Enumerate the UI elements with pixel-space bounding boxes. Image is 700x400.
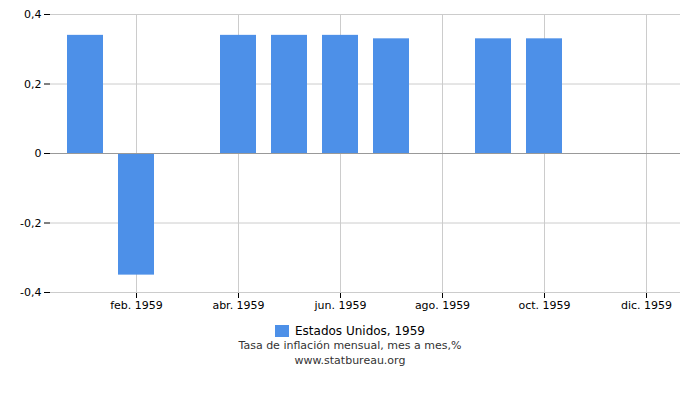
svg-text:oct. 1959: oct. 1959 bbox=[518, 299, 570, 312]
html-text:Estados Unidos, 1959: Estados Unidos, 1959 bbox=[295, 324, 425, 338]
svg-text:feb. 1959: feb. 1959 bbox=[110, 299, 163, 312]
svg-text:-0,4: -0,4 bbox=[20, 286, 41, 299]
svg-text:ago. 1959: ago. 1959 bbox=[415, 299, 470, 312]
svg-text:dic. 1959: dic. 1959 bbox=[621, 299, 672, 312]
html-text:www.statbureau.org: www.statbureau.org bbox=[294, 354, 406, 367]
svg-text:-0,2: -0,2 bbox=[20, 217, 41, 230]
html-text:Tasa de inflación mensual, mes: Tasa de inflación mensual, mes a mes,% bbox=[238, 339, 462, 352]
svg-text:0: 0 bbox=[35, 147, 42, 160]
svg-text:0,4: 0,4 bbox=[24, 8, 42, 21]
svg-text:abr. 1959: abr. 1959 bbox=[212, 299, 264, 312]
svg-text:jun. 1959: jun. 1959 bbox=[314, 299, 367, 312]
svg-text:0,2: 0,2 bbox=[24, 78, 42, 91]
